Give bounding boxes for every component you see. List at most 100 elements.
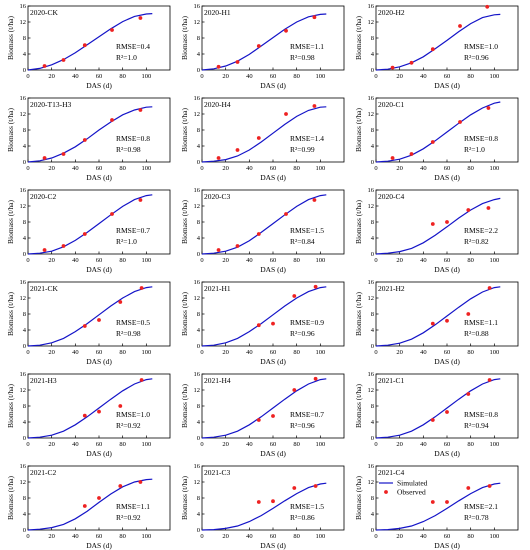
- x-tick-label: 0: [374, 165, 377, 172]
- y-tick-label: 0: [23, 159, 26, 166]
- x-tick-label: 40: [420, 533, 427, 540]
- y-tick-label: 0: [371, 159, 374, 166]
- observed-point: [138, 16, 143, 20]
- panel-2020-c2: 0 20 40 60 80 100 0 4 8 12 16 DAS (d) Biomass (t/ha)…: [6, 187, 171, 274]
- observed-point: [390, 65, 395, 70]
- y-tick-label: 0: [197, 67, 200, 74]
- x-tick-label: 0: [200, 257, 203, 264]
- x-tick-label: 100: [489, 73, 499, 80]
- panel-2020-c4: 0 20 40 60 80 100 0 4 8 12 16 DAS (d) Biomass (t/ha)…: [354, 187, 519, 274]
- y-tick-label: 16: [20, 95, 27, 102]
- observed-point: [61, 58, 66, 62]
- observed-point: [458, 24, 462, 28]
- r2-label: R²=0.98: [290, 53, 315, 62]
- simulated-line: [375, 13, 501, 71]
- y-tick-label: 12: [20, 203, 27, 210]
- x-tick-label: 60: [270, 349, 277, 356]
- observed-point: [118, 484, 123, 488]
- x-tick-label: 20: [396, 349, 403, 356]
- y-axis-label: Biomass (t/ha): [180, 476, 189, 520]
- rmse-label: RMSE=2.1: [464, 502, 498, 511]
- simulated-line: [375, 482, 501, 531]
- y-axis-label: Biomass (t/ha): [180, 292, 189, 336]
- x-axis-label: DAS (d): [86, 541, 112, 550]
- y-tick-label: 4: [23, 327, 27, 334]
- y-tick-label: 4: [23, 235, 27, 242]
- y-tick-label: 16: [368, 463, 375, 470]
- x-axis-label: DAS (d): [86, 81, 112, 90]
- x-tick-label: 80: [467, 257, 474, 264]
- y-tick-label: 8: [23, 403, 26, 410]
- x-tick-label: 100: [489, 441, 499, 448]
- panel-2020-ck: 0 20 40 60 80 100 0 4 8 12 16 DAS (d) Biomass (t/ha)…: [6, 3, 171, 90]
- y-tick-label: 0: [23, 527, 26, 534]
- y-axis-label: Biomass (t/ha): [354, 292, 363, 336]
- x-tick-label: 60: [96, 165, 103, 172]
- y-tick-label: 8: [23, 35, 26, 42]
- panel-title: 2020-CK: [30, 8, 59, 17]
- observed-point: [430, 222, 435, 226]
- observed-point: [97, 318, 101, 322]
- rmse-label: RMSE=1.1: [116, 502, 150, 511]
- observed-point: [312, 198, 317, 202]
- observed-point: [284, 28, 288, 33]
- y-tick-label: 16: [194, 371, 201, 378]
- x-tick-label: 20: [48, 533, 55, 540]
- x-tick-label: 40: [72, 73, 79, 80]
- x-tick-label: 60: [444, 533, 451, 540]
- x-tick-label: 60: [96, 533, 103, 540]
- panel-title: 2021-CK: [30, 284, 59, 293]
- panel-2020-h1: 0 20 40 60 80 100 0 4 8 12 16 DAS (d) Biomass (t/ha)…: [180, 3, 345, 90]
- observed-point: [82, 504, 87, 508]
- y-tick-label: 16: [194, 279, 201, 286]
- panel-title: 2020-T13-H3: [30, 100, 71, 109]
- y-tick-label: 4: [197, 511, 201, 518]
- observed-point: [292, 294, 297, 298]
- x-tick-label: 80: [293, 165, 300, 172]
- r2-label: R²=0.98: [116, 145, 141, 154]
- observed-point: [118, 300, 123, 304]
- observed-point: [409, 152, 414, 156]
- observed-point: [256, 232, 261, 236]
- x-tick-label: 100: [141, 441, 151, 448]
- x-tick-label: 40: [72, 257, 79, 264]
- y-tick-label: 16: [368, 279, 375, 286]
- y-axis-label: Biomass (t/ha): [180, 384, 189, 428]
- rmse-label: RMSE=0.7: [116, 226, 150, 235]
- observed-point: [487, 378, 492, 382]
- y-tick-label: 0: [23, 435, 26, 442]
- x-tick-label: 40: [72, 441, 79, 448]
- observed-point: [312, 15, 317, 20]
- observed-point: [97, 496, 101, 500]
- observed-point: [110, 28, 114, 32]
- y-tick-label: 4: [197, 419, 201, 426]
- y-tick-label: 8: [23, 219, 26, 226]
- panel-title: 2020-C3: [204, 192, 231, 201]
- x-axis-label: DAS (d): [434, 265, 460, 274]
- x-tick-label: 40: [420, 349, 427, 356]
- x-axis-label: DAS (d): [434, 449, 460, 458]
- y-tick-label: 8: [23, 311, 26, 318]
- r2-label: R²=0.84: [290, 237, 315, 246]
- y-tick-label: 12: [20, 387, 27, 394]
- observed-point: [82, 413, 87, 418]
- observed-point: [485, 4, 490, 9]
- panel-2020-h4: 0 20 40 60 80 100 0 4 8 12 16 DAS (d) Biomass (t/ha)…: [180, 95, 345, 182]
- r2-label: R²=1.0: [116, 237, 137, 246]
- y-tick-label: 4: [197, 327, 201, 334]
- x-tick-label: 0: [200, 165, 203, 172]
- y-tick-label: 16: [368, 3, 375, 10]
- x-tick-label: 80: [293, 73, 300, 80]
- x-tick-label: 20: [48, 349, 55, 356]
- y-axis-label: Biomass (t/ha): [180, 16, 189, 60]
- y-tick-label: 12: [194, 295, 201, 302]
- observed-point: [235, 148, 240, 152]
- y-tick-label: 4: [197, 235, 201, 242]
- x-tick-label: 80: [467, 349, 474, 356]
- panel-title: 2021-C2: [30, 468, 57, 477]
- x-tick-label: 0: [374, 533, 377, 540]
- y-axis-label: Biomass (t/ha): [354, 200, 363, 244]
- observed-point: [409, 60, 414, 65]
- y-tick-label: 8: [197, 35, 200, 42]
